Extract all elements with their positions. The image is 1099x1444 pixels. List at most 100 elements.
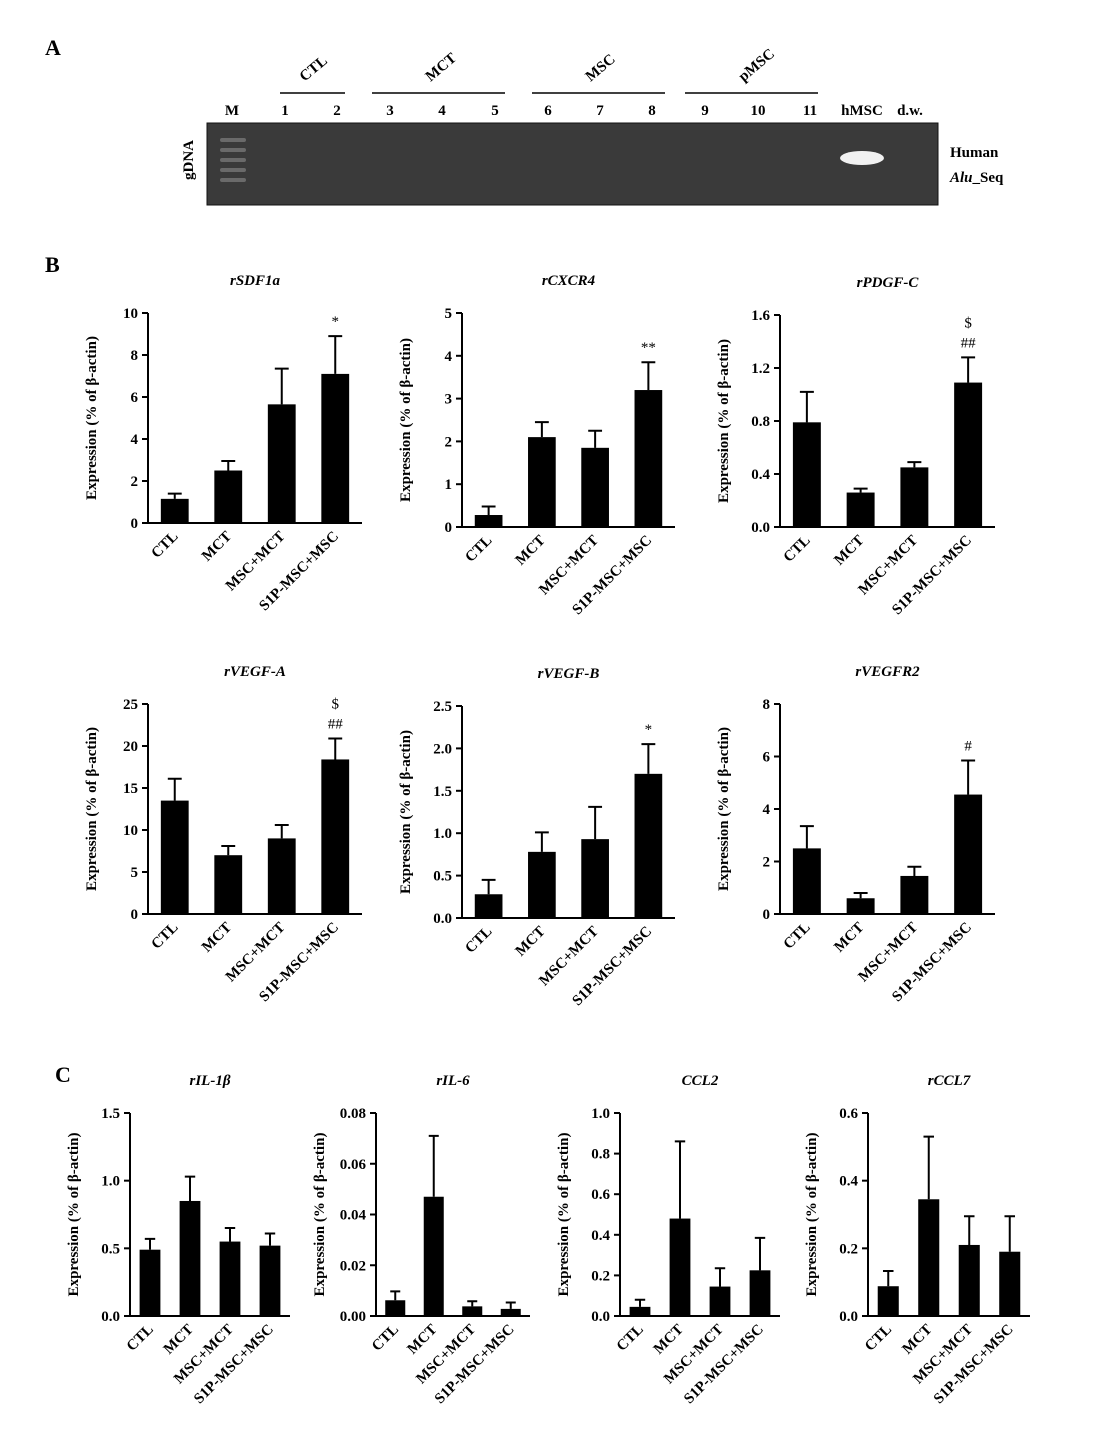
y-tick-label: 4	[445, 349, 453, 365]
x-tick-label: CTL	[124, 1322, 157, 1355]
bar	[474, 894, 503, 918]
panel-label: C	[55, 1062, 71, 1087]
y-tick-label: 0.8	[591, 1147, 610, 1163]
x-tick-label: MCT	[900, 1322, 936, 1358]
y-tick-label: 5	[445, 306, 453, 322]
y-tick-label: 1.5	[101, 1106, 120, 1122]
error-bar	[481, 878, 496, 895]
error-bar	[641, 743, 656, 774]
y-tick-label: 0.6	[591, 1187, 610, 1203]
x-tick-label: CTL	[781, 533, 814, 566]
error-bar	[634, 1298, 646, 1307]
error-bar	[467, 1300, 478, 1307]
y-tick-label: 0.08	[340, 1106, 366, 1122]
error-bar	[167, 777, 182, 801]
error-bar	[534, 831, 549, 852]
y-tick-label: 0.02	[340, 1258, 366, 1274]
bar	[321, 373, 350, 523]
bar	[423, 1196, 444, 1316]
gel-lane-label: 9	[701, 103, 709, 119]
y-tick-label: 1	[445, 477, 453, 493]
x-tick-label: CTL	[148, 529, 181, 562]
x-tick-label: MCT	[513, 533, 549, 569]
annotation: ##	[961, 335, 977, 351]
y-axis-label: Expression (% of β-actin)	[312, 1133, 328, 1297]
y-tick-label: 4	[763, 802, 771, 818]
annotation: $	[332, 696, 340, 712]
chart-title: rCXCR4	[542, 273, 596, 289]
y-tick-label: 2.5	[433, 699, 452, 715]
bar	[581, 839, 609, 918]
y-axis-label: Expression (% of β-actin)	[716, 727, 732, 891]
error-bar	[264, 1232, 276, 1246]
y-axis-label: Expression (% of β-actin)	[398, 730, 414, 894]
y-tick-label: 0.5	[101, 1241, 120, 1257]
bar	[958, 1244, 980, 1316]
y-tick-label: 15	[123, 781, 138, 797]
y-axis-label: Expression (% of β-actin)	[804, 1133, 820, 1297]
bar	[709, 1286, 731, 1316]
y-tick-label: 0.8	[751, 414, 770, 430]
bar	[160, 800, 189, 914]
annotation: #	[964, 738, 972, 754]
gel-image	[206, 122, 939, 206]
bar	[918, 1199, 940, 1316]
y-tick-label: 0.0	[433, 911, 452, 927]
bar	[528, 437, 556, 527]
chart-title: rPDGF-C	[857, 275, 920, 291]
error-bar	[907, 865, 922, 876]
error-bar	[799, 825, 814, 849]
bar	[749, 1270, 771, 1316]
gel-lane-label: 1	[281, 103, 289, 119]
bar	[219, 1241, 241, 1316]
y-tick-label: 0	[763, 907, 771, 923]
y-tick-label: 1.5	[433, 784, 452, 800]
bar	[877, 1286, 899, 1316]
y-axis-label: Expression (% of β-actin)	[84, 727, 100, 891]
bar	[792, 422, 821, 527]
error-bar	[274, 823, 289, 839]
y-tick-label: 4	[131, 432, 139, 448]
y-tick-label: 2	[445, 434, 453, 450]
bar	[528, 851, 556, 918]
bar	[634, 390, 663, 527]
y-tick-label: 0.06	[340, 1157, 367, 1173]
y-tick-label: 2	[131, 474, 139, 490]
gel-lane-label: 8	[648, 103, 656, 119]
gel-group-label: MCT	[423, 50, 460, 85]
chart-title: rIL-6	[436, 1073, 470, 1089]
gel-lane-label: 7	[596, 103, 604, 119]
y-tick-label: 10	[123, 823, 138, 839]
y-tick-label: 0	[445, 520, 453, 536]
bar	[267, 838, 296, 914]
gel-band-sublabel-rest: _Seq	[972, 170, 1005, 186]
error-bar	[961, 356, 976, 383]
gel-lane-label: 11	[803, 103, 817, 119]
x-tick-label: MCT	[161, 1322, 197, 1358]
bar	[900, 875, 929, 914]
y-tick-label: 8	[131, 348, 139, 364]
bar	[259, 1245, 281, 1316]
y-axis-label: Expression (% of β-actin)	[398, 338, 414, 502]
y-tick-label: 0.0	[101, 1309, 120, 1325]
x-tick-label: MCT	[831, 920, 867, 956]
bar	[500, 1308, 521, 1316]
bar	[954, 794, 983, 914]
bar	[792, 848, 821, 914]
error-bar	[1004, 1215, 1016, 1252]
y-tick-label: 0	[131, 516, 139, 532]
y-tick-label: 3	[445, 392, 453, 408]
y-tick-label: 0.4	[751, 467, 770, 483]
gel-lane-label: M	[225, 103, 239, 119]
x-tick-label: CTL	[862, 1322, 895, 1355]
ladder	[220, 138, 246, 182]
gel-lane-label: d.w.	[897, 103, 923, 119]
x-tick-label: CTL	[462, 533, 495, 566]
error-bar	[853, 892, 868, 899]
error-bar	[961, 759, 976, 795]
gel-lane-label: hMSC	[841, 103, 883, 119]
bar	[267, 404, 296, 523]
error-bar	[882, 1270, 894, 1287]
